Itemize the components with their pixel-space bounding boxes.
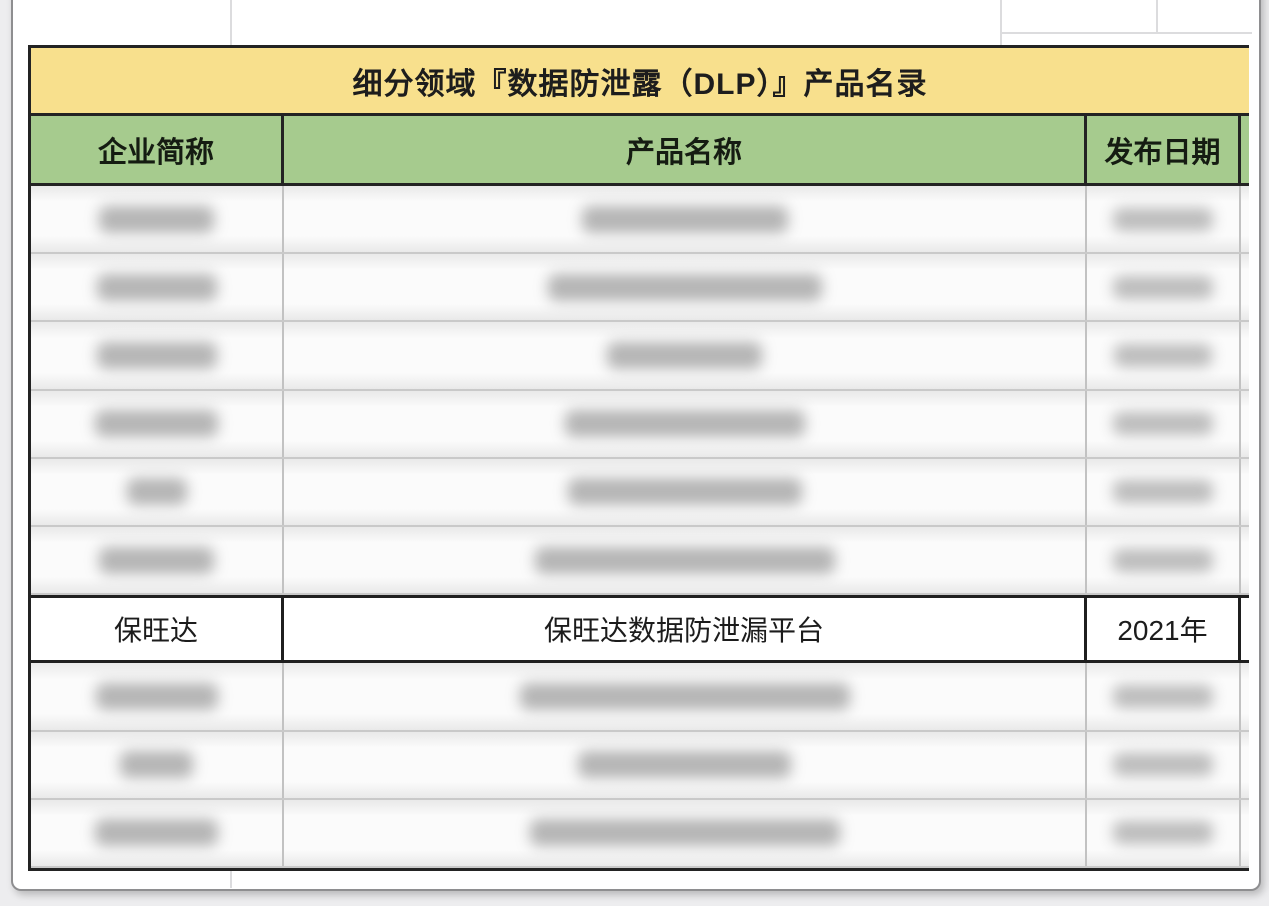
redacted-text-blur xyxy=(1113,548,1213,572)
redacted-text-blur xyxy=(581,205,788,233)
cell-product: 保旺达数据防泄漏平台 xyxy=(284,598,1087,661)
redacted-text-blur xyxy=(99,546,214,574)
cell-company: 保旺达 xyxy=(31,598,284,661)
header-cell-extra xyxy=(1241,116,1249,183)
table-row-redacted xyxy=(31,731,1249,800)
header-cell-date: 发布日期 xyxy=(1087,116,1241,183)
table-row-redacted xyxy=(31,254,1249,323)
table-row-redacted xyxy=(31,322,1249,391)
table-row-redacted xyxy=(31,526,1249,596)
header-cell-company: 企业简称 xyxy=(31,116,284,183)
redacted-text-blur xyxy=(519,682,850,710)
redacted-text-blur xyxy=(564,410,805,438)
cell-date xyxy=(1087,526,1241,594)
redacted-text-blur xyxy=(126,478,187,506)
cell-date xyxy=(1087,322,1241,389)
redacted-text-blur xyxy=(1113,821,1213,845)
release-date: 2021年 xyxy=(1117,615,1208,647)
table-row-redacted xyxy=(31,799,1249,868)
redacted-text-blur xyxy=(1113,480,1213,504)
spreadsheet-gridline xyxy=(1156,0,1158,33)
cell-date xyxy=(1087,186,1241,253)
cell-product xyxy=(284,322,1087,389)
cell-date xyxy=(1087,458,1241,525)
table-row-redacted xyxy=(31,663,1249,732)
cell-product xyxy=(284,526,1087,594)
redacted-text-blur xyxy=(529,819,840,847)
cell-product xyxy=(284,663,1087,730)
cell-date xyxy=(1087,799,1241,866)
redacted-text-blur xyxy=(1113,753,1213,777)
redacted-text-blur xyxy=(1113,684,1213,708)
cell-extra xyxy=(1241,322,1249,388)
table-row-redacted xyxy=(31,390,1249,459)
redacted-text-blur xyxy=(95,819,218,847)
cell-company xyxy=(31,254,284,321)
redacted-text-blur xyxy=(567,478,802,506)
redacted-text-blur xyxy=(1113,275,1213,299)
cell-extra xyxy=(1241,663,1249,729)
cell-company xyxy=(31,731,284,798)
cell-product xyxy=(284,458,1087,525)
cell-product xyxy=(284,799,1087,866)
table-row-baowangda: 保旺达 保旺达数据防泄漏平台 2021年 xyxy=(31,595,1249,664)
cell-company xyxy=(31,458,284,525)
redacted-text-blur xyxy=(99,205,214,233)
cell-extra xyxy=(1241,459,1249,525)
cell-date xyxy=(1087,663,1241,730)
spreadsheet-gridline xyxy=(1000,32,1252,34)
spreadsheet-gridline xyxy=(230,869,232,888)
redacted-text-blur xyxy=(95,682,218,710)
cell-extra xyxy=(1241,732,1249,798)
product-name: 保旺达数据防泄漏平台 xyxy=(543,615,824,647)
redacted-text-blur xyxy=(547,273,822,301)
redacted-text-blur xyxy=(534,546,835,574)
cell-company xyxy=(31,799,284,866)
cell-extra xyxy=(1241,186,1249,252)
cell-company xyxy=(31,526,284,594)
redacted-text-blur xyxy=(578,751,791,779)
cell-date xyxy=(1087,390,1241,457)
cell-date xyxy=(1087,254,1241,321)
cell-extra xyxy=(1241,598,1249,660)
cell-extra xyxy=(1241,527,1249,593)
cell-company xyxy=(31,186,284,253)
header-cell-product: 产品名称 xyxy=(284,116,1087,183)
redacted-text-blur xyxy=(96,273,217,301)
redacted-text-blur xyxy=(1113,207,1213,231)
spreadsheet-gridline xyxy=(230,0,232,45)
redacted-text-blur xyxy=(607,341,762,369)
cell-date xyxy=(1087,731,1241,798)
cell-company xyxy=(31,322,284,389)
cell-extra xyxy=(1241,391,1249,457)
cell-company xyxy=(31,663,284,730)
cell-extra xyxy=(1241,254,1249,320)
cell-date: 2021年 xyxy=(1087,598,1241,661)
table-row-redacted xyxy=(31,186,1249,255)
redacted-text-blur xyxy=(120,751,193,779)
table-row-redacted xyxy=(31,458,1249,527)
redacted-text-blur xyxy=(96,341,217,369)
redacted-text-blur xyxy=(1114,343,1212,367)
cell-extra xyxy=(1241,800,1249,866)
company-name: 保旺达 xyxy=(113,615,198,647)
table-header-row: 企业简称 产品名称 发布日期 xyxy=(31,116,1249,186)
cell-company xyxy=(31,390,284,457)
dlp-product-table: 细分领域『数据防泄露（DLP）』产品名录 企业简称 产品名称 发布日期 xyxy=(28,45,1249,871)
redacted-text-blur xyxy=(95,410,218,438)
cell-product xyxy=(284,390,1087,457)
table-title: 细分领域『数据防泄露（DLP）』产品名录 xyxy=(352,67,928,101)
cell-product xyxy=(284,186,1087,253)
spreadsheet-gridline xyxy=(1000,0,1002,45)
table-title-row: 细分领域『数据防泄露（DLP）』产品名录 xyxy=(31,48,1249,116)
cell-product xyxy=(284,254,1087,321)
redacted-text-blur xyxy=(1113,412,1213,436)
cell-product xyxy=(284,731,1087,798)
